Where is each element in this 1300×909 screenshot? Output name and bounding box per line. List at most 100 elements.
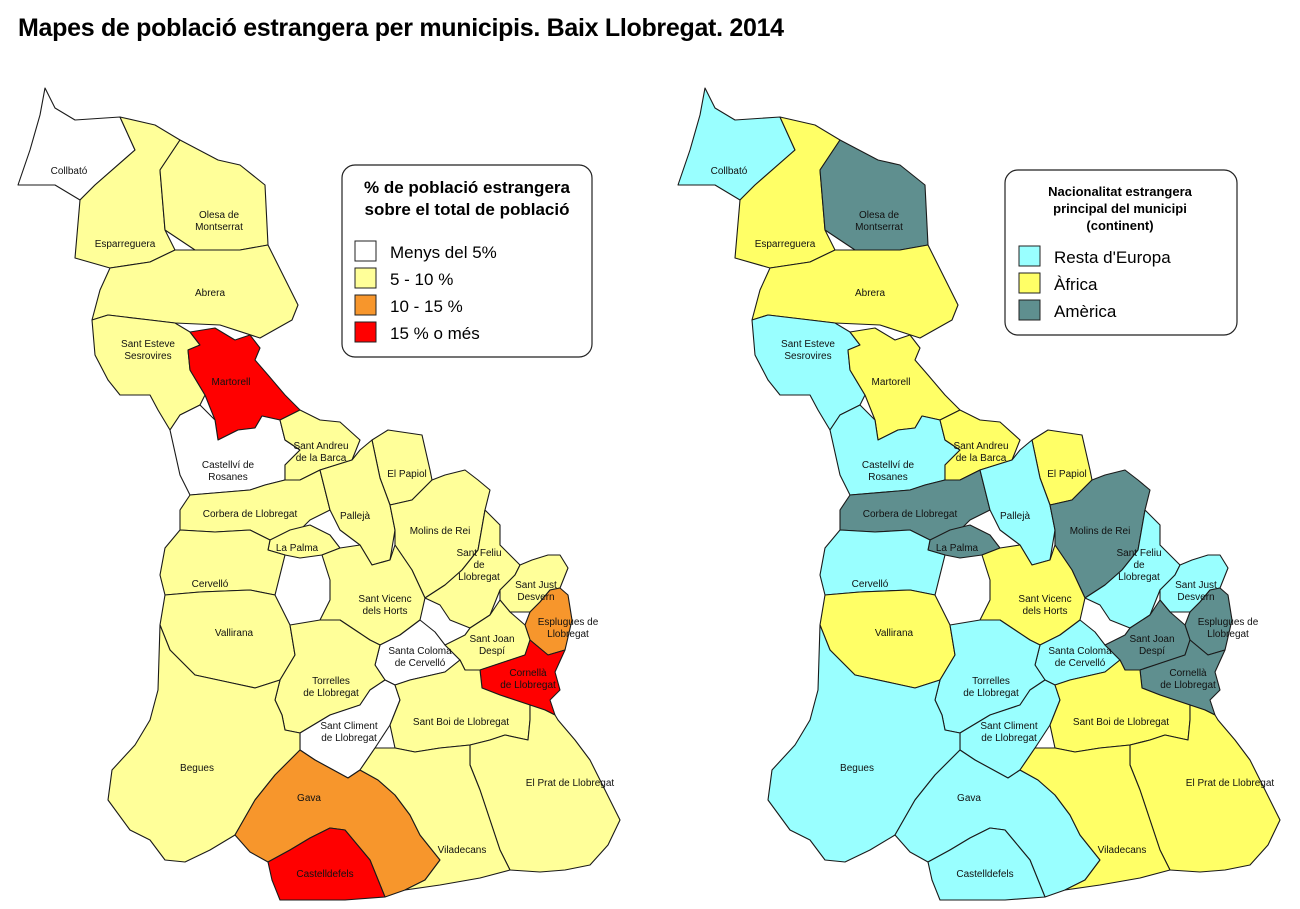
legend-label-c10_15: 10 - 15 %: [390, 297, 463, 316]
map2-label-joandespi: Sant Joan: [1129, 634, 1174, 645]
map2-label-vicenc: dels Horts: [1022, 606, 1067, 617]
map2-label-torrelles: de Llobregat: [963, 688, 1019, 699]
map2-municipality-viladecans: [1019, 744, 1171, 891]
map1-municipality-prat: [469, 704, 621, 873]
map2-label-prat: El Prat de Llobregat: [1186, 778, 1275, 789]
map2-label-coloma: Santa Coloma: [1048, 646, 1112, 657]
map2-label-cornella: de Llobregat: [1160, 680, 1216, 691]
map2-label-esparreguera: Esparreguera: [755, 239, 816, 250]
legend-label-america: Amèrica: [1054, 302, 1117, 321]
map2-label-palleja: Pallejà: [1000, 511, 1030, 522]
map2-label-andreu: Sant Andreu: [953, 441, 1008, 452]
map1-label-vallirana: Vallirana: [215, 628, 254, 639]
map2-municipality-prat: [1129, 704, 1281, 873]
legend-swatch-c15mes: [354, 321, 377, 343]
map1-label-joandespi: Despí: [479, 646, 505, 657]
map1-municipality-castelldefels: [267, 827, 386, 901]
map1-label-coloma: Santa Coloma: [388, 646, 452, 657]
legend-label-africa: Àfrica: [1054, 275, 1098, 294]
legend-swatch-menys5: [354, 240, 377, 262]
legend-continent: Nacionalitat estrangera principal del mu…: [1004, 169, 1238, 336]
map2-label-collbato: Collbató: [711, 166, 748, 177]
map1-municipality-viladecans: [359, 744, 511, 891]
map2-label-justdesvern: Sant Just: [1175, 580, 1217, 591]
map2-municipality-esteve: [751, 314, 866, 431]
map1-label-andreu: de la Barca: [296, 453, 347, 464]
map1-label-andreu: Sant Andreu: [293, 441, 348, 452]
map1-label-feliu: Sant Feliu: [456, 548, 501, 559]
legend-swatch-europa: [1018, 245, 1041, 267]
map1-label-cornella: de Llobregat: [500, 680, 556, 691]
map1-label-boi: Sant Boi de Llobregat: [413, 717, 509, 728]
map2-label-feliu: Sant Feliu: [1116, 548, 1161, 559]
map2-label-esteve: Sant Esteve: [781, 339, 835, 350]
map1-label-castellvi: Rosanes: [208, 472, 247, 483]
map1-label-feliu: Llobregat: [458, 572, 500, 583]
legend-label-europa: Resta d'Europa: [1054, 248, 1171, 267]
map1-label-prat: El Prat de Llobregat: [526, 778, 615, 789]
map1-label-justdesvern: Sant Just: [515, 580, 557, 591]
map1-label-feliu: de: [473, 560, 485, 571]
map2-label-olesa: Olesa de: [859, 210, 899, 221]
map2-label-begues: Begues: [840, 763, 874, 774]
legend-percent-title-line1: % de població estrangera: [364, 178, 570, 197]
legend-label-c5_10: 5 - 10 %: [390, 270, 453, 289]
legend-continent-title-line3: (continent): [1086, 218, 1153, 233]
map1-label-papiol: El Papiol: [387, 469, 426, 480]
map2-label-joandespi: Despí: [1139, 646, 1165, 657]
map1-label-castellvi: Castellví de: [202, 460, 255, 471]
map1-label-vicenc: Sant Vicenc: [358, 594, 411, 605]
map1-label-torrelles: de Llobregat: [303, 688, 359, 699]
legend-continent-title-line1: Nacionalitat estrangera: [1048, 184, 1193, 199]
map1-municipality-esteve: [91, 314, 206, 431]
map2-label-andreu: de la Barca: [956, 453, 1007, 464]
map2-label-abrera: Abrera: [855, 288, 885, 299]
map2-municipality-cervello: [819, 529, 946, 596]
map1-label-vicenc: dels Horts: [362, 606, 407, 617]
legend-percent: % de població estrangera sobre el total …: [341, 164, 593, 358]
legend-label-c15mes: 15 % o més: [390, 324, 480, 343]
map1-label-esplugues: Llobregat: [547, 629, 589, 640]
map1-label-coloma: de Cervelló: [395, 658, 446, 669]
map1-label-palleja: Pallejà: [340, 511, 370, 522]
map2-label-esplugues: Llobregat: [1207, 629, 1249, 640]
map2-label-esteve: Sesrovires: [784, 351, 831, 362]
map1-label-viladecans: Viladecans: [438, 845, 487, 856]
map2-label-castellvi: Castellví de: [862, 460, 915, 471]
map1-label-esparreguera: Esparreguera: [95, 239, 156, 250]
map2-label-vallirana: Vallirana: [875, 628, 914, 639]
legend-percent-title-line2: sobre el total de població: [365, 200, 570, 219]
map1-label-justdesvern: Desvern: [517, 592, 554, 603]
map1-municipality-cervello: [159, 529, 286, 596]
map1-label-esteve: Sant Esteve: [121, 339, 175, 350]
map1-label-corbera: Corbera de Llobregat: [203, 509, 298, 520]
map2-label-molins: Molins de Rei: [1070, 526, 1131, 537]
map2-label-climent: Sant Climent: [980, 721, 1037, 732]
map2-municipality-olesa: [819, 139, 929, 251]
map1-label-begues: Begues: [180, 763, 214, 774]
map1-label-esteve: Sesrovires: [124, 351, 171, 362]
map2-label-papiol: El Papiol: [1047, 469, 1086, 480]
map1-label-olesa: Montserrat: [195, 222, 243, 233]
map2-label-esplugues: Esplugues de: [1198, 617, 1259, 628]
map2-label-castellvi: Rosanes: [868, 472, 907, 483]
map2-municipality-castelldefels: [927, 827, 1046, 901]
map2-label-martorell: Martorell: [872, 377, 911, 388]
map2-label-palma: La Palma: [936, 543, 979, 554]
map1-label-castelldefels: Castelldefels: [296, 869, 353, 880]
legend-swatch-c5_10: [354, 267, 377, 289]
map1-label-abrera: Abrera: [195, 288, 225, 299]
legend-continent-title-line2: principal del municipi: [1053, 201, 1187, 216]
map2-label-feliu: de: [1133, 560, 1145, 571]
map1-label-collbato: Collbató: [51, 166, 88, 177]
page-title: Mapes de població estrangera per municip…: [18, 14, 784, 42]
map1-label-cornella: Cornellà: [509, 668, 547, 679]
map1-label-torrelles: Torrelles: [312, 676, 350, 687]
map1-label-olesa: Olesa de: [199, 210, 239, 221]
map1-label-joandespi: Sant Joan: [469, 634, 514, 645]
map2-label-torrelles: Torrelles: [972, 676, 1010, 687]
map2-label-vicenc: Sant Vicenc: [1018, 594, 1071, 605]
